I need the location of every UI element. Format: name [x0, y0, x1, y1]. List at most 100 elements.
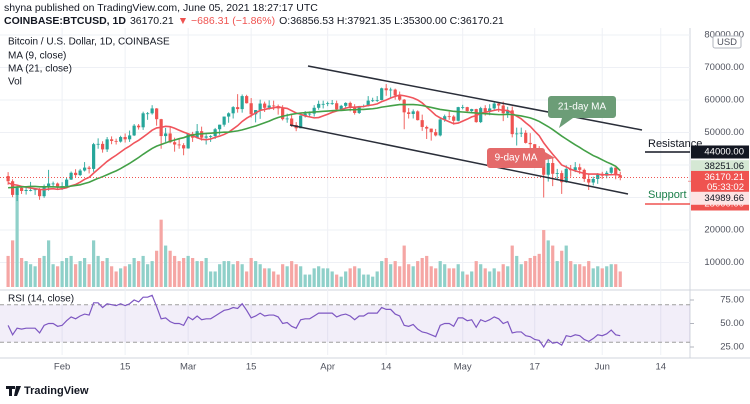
volume-bar: [65, 257, 69, 287]
candle-body: [150, 108, 154, 114]
volume-bar: [344, 271, 348, 287]
candle-body: [407, 112, 411, 114]
volume-bar: [128, 264, 132, 287]
ma-line: [8, 103, 621, 189]
candle-body: [344, 102, 348, 106]
y-tick-label: 80000.00: [704, 30, 744, 41]
candle-body: [177, 144, 181, 146]
volume-bar: [60, 261, 64, 287]
volume-bar: [299, 266, 303, 287]
change: ▼ −686.31 (−1.86%): [178, 15, 275, 27]
candle-body: [155, 108, 159, 120]
volume-bar: [168, 250, 172, 287]
volume-bar: [398, 266, 402, 287]
candle-body: [375, 99, 379, 101]
candle-body: [24, 190, 28, 191]
candle-body: [56, 183, 60, 188]
candle-body: [452, 116, 456, 121]
candle-body: [443, 116, 447, 120]
volume-bar: [402, 245, 406, 287]
volume-bar: [492, 268, 496, 287]
candle-body: [429, 128, 433, 133]
volume-bar: [20, 257, 24, 287]
volume-bar: [209, 271, 213, 287]
volume-bar: [240, 264, 244, 287]
x-tick-label: 15: [120, 362, 131, 373]
candle-body: [78, 170, 82, 176]
candle-body: [74, 172, 78, 176]
volume-bar: [56, 266, 60, 287]
candle-body: [290, 118, 294, 126]
volume-bar: [366, 274, 370, 287]
candle-body: [587, 178, 591, 183]
volume-bar: [290, 261, 294, 287]
symbol-line: COINBASE:BTCUSD, 1D 36170.21 ▼ −686.31 (−1…: [4, 15, 504, 27]
volume-bar: [380, 261, 384, 287]
y-tick-label: 20000.00: [704, 225, 744, 236]
last-price-label-bg: [691, 170, 749, 194]
level-label: 34989.66: [704, 193, 744, 204]
y-tick-label: 10000.00: [704, 257, 744, 268]
volume-bar: [110, 266, 114, 287]
volume-bar: [474, 261, 478, 287]
candle-body: [87, 167, 91, 169]
candle-body: [65, 179, 69, 187]
volume-bar: [164, 245, 168, 287]
volume-bar: [276, 274, 280, 287]
candle-body: [564, 168, 568, 183]
candle-body: [20, 187, 24, 191]
candle-body: [47, 183, 51, 187]
volume-bar: [407, 264, 411, 287]
candle-body: [371, 100, 375, 102]
candle-body: [479, 108, 483, 123]
candle-body: [164, 133, 168, 137]
volume-bar: [501, 264, 505, 287]
volume-bar: [425, 255, 429, 287]
rsi-tick-label: 50.00: [720, 318, 744, 329]
volume-bar: [195, 261, 199, 287]
volume-bar: [348, 268, 352, 287]
legend-entry: RSI (14, close): [8, 294, 74, 305]
candle-body: [461, 107, 465, 108]
volume-bar: [353, 266, 357, 287]
candle-body: [263, 103, 267, 108]
candle-body: [146, 113, 150, 115]
candle-body: [245, 96, 249, 104]
candle-body: [506, 110, 510, 114]
candle-body: [105, 139, 109, 150]
volume-bar: [272, 271, 276, 287]
candle-body: [335, 103, 339, 110]
candle-body: [393, 89, 397, 96]
x-tick-label: 15: [246, 362, 257, 373]
volume-bar: [254, 261, 258, 287]
volume-bar: [146, 264, 150, 287]
currency-box[interactable]: [712, 35, 742, 49]
legend-entry: MA (9, close): [8, 51, 66, 62]
volume-bar: [573, 264, 577, 287]
channel-lower: [289, 124, 629, 195]
candle-body: [168, 133, 172, 143]
ma-line: [7, 94, 621, 191]
volume-bar: [24, 261, 28, 287]
candle-body: [272, 105, 276, 107]
volume-bar: [155, 250, 159, 287]
candle-body: [15, 187, 19, 195]
currency: USD: [717, 37, 737, 48]
candle-body: [204, 136, 208, 138]
candle-body: [438, 119, 442, 136]
candle-body: [497, 103, 501, 106]
volume-bar: [123, 266, 127, 287]
candle-body: [209, 136, 213, 137]
volume-bar: [92, 240, 96, 287]
candle-body: [186, 133, 190, 149]
candle-body: [123, 137, 127, 140]
volume-bar: [204, 257, 208, 287]
candle-body: [389, 89, 393, 91]
volume-bar: [569, 261, 573, 287]
volume-bar: [371, 276, 375, 287]
candle-body: [447, 116, 451, 118]
candle-body: [6, 176, 10, 182]
volume-bar: [560, 250, 564, 287]
volume-bar: [132, 257, 136, 287]
